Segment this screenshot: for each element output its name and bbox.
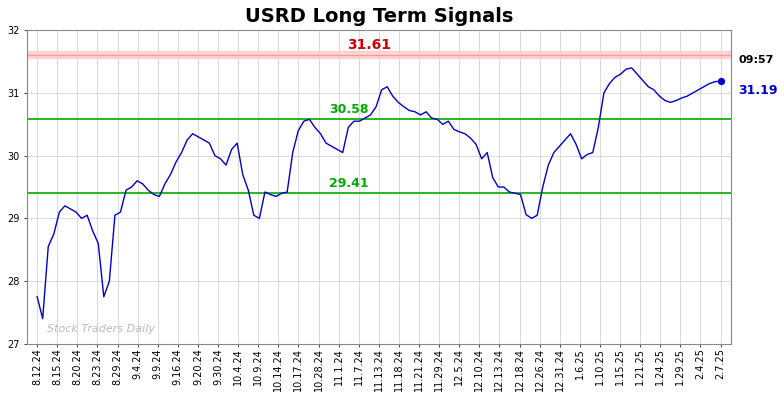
Bar: [27, 51, 731, 59]
Text: 09:57: 09:57: [739, 55, 774, 65]
Text: 30.58: 30.58: [329, 103, 368, 116]
Title: USRD Long Term Signals: USRD Long Term Signals: [245, 7, 513, 26]
Point: [714, 78, 727, 84]
Text: Stock Traders Daily: Stock Traders Daily: [47, 324, 155, 334]
Text: 31.61: 31.61: [347, 37, 390, 52]
Text: 29.41: 29.41: [328, 177, 368, 189]
Text: 31.19: 31.19: [739, 84, 779, 97]
